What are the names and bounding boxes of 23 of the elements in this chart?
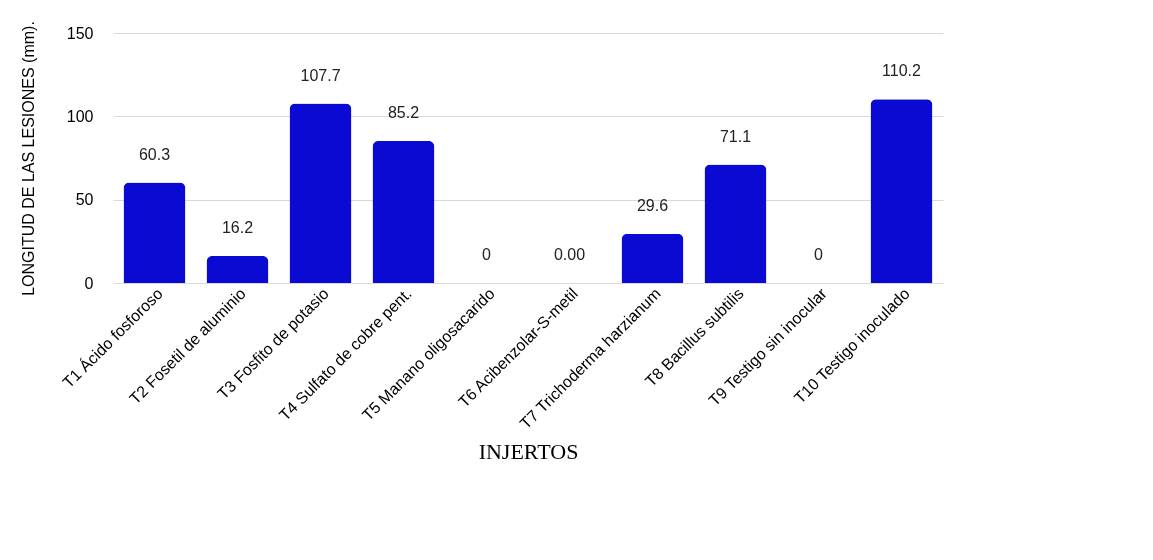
data-label: 110.2 — [882, 62, 922, 80]
x-axis-title: INJERTOS — [478, 439, 579, 465]
y-tick-label: 100 — [66, 107, 94, 125]
data-label: 71.1 — [719, 127, 752, 145]
y-tick-label: 0 — [84, 274, 94, 292]
bar — [206, 256, 269, 283]
data-label: 60.3 — [138, 145, 171, 163]
bar — [870, 99, 933, 283]
bar — [372, 141, 435, 283]
data-label: 16.2 — [221, 219, 254, 236]
data-label: 0 — [482, 246, 492, 263]
data-label: 0 — [814, 246, 824, 263]
y-axis-title: LONGITUD DE LAS LESIONES (mm). — [19, 21, 37, 296]
data-label: 0.00 — [553, 246, 586, 263]
y-tick-label: 50 — [75, 191, 94, 209]
bar — [704, 164, 767, 283]
data-label: 107.7 — [300, 66, 341, 84]
data-label: 85.2 — [387, 104, 420, 121]
data-label: 29.6 — [636, 196, 669, 214]
bar — [289, 103, 352, 283]
bar — [123, 182, 186, 283]
y-tick-label: 150 — [66, 24, 94, 42]
bar — [621, 233, 684, 283]
